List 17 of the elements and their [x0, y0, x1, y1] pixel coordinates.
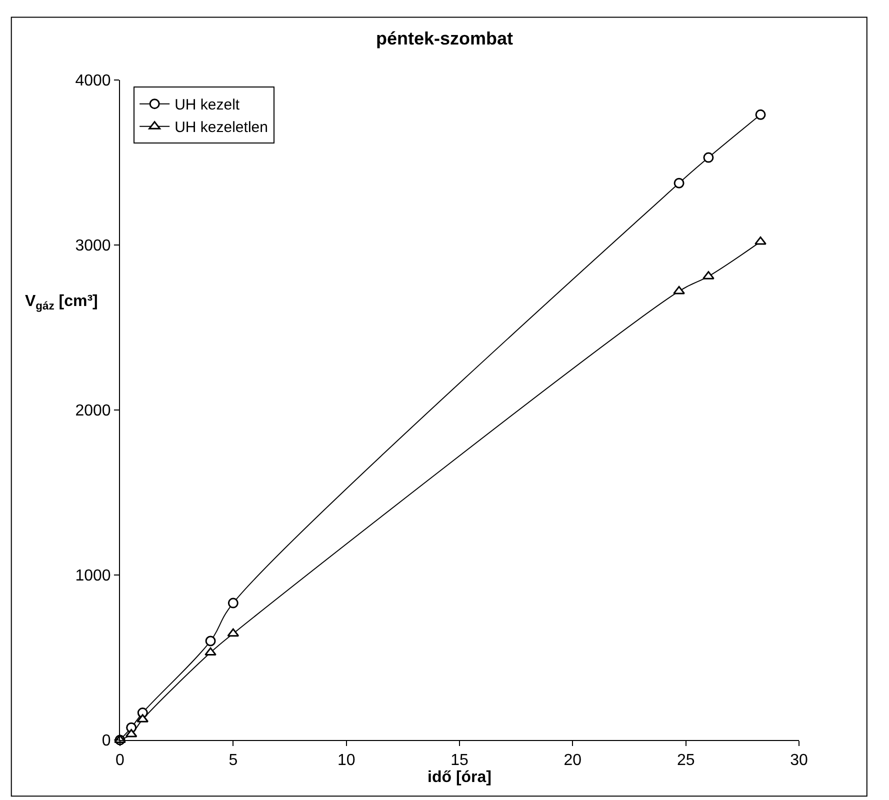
- chart-title: péntek-szombat: [376, 28, 514, 49]
- y-tick-label: 4000: [75, 72, 111, 90]
- x-tick-label: 15: [450, 752, 468, 770]
- x-tick-label: 25: [676, 752, 695, 770]
- x-tick-label: 0: [116, 752, 125, 770]
- y-tick-label: 0: [102, 732, 111, 750]
- legend-label: UH kezelt: [174, 96, 240, 114]
- y-tick-label: 3000: [75, 238, 111, 255]
- y-tick-label: 2000: [75, 402, 111, 420]
- y-axis-title: V$_{gáz}$ [cm³]: [25, 293, 98, 312]
- x-axis-title: idő [óra]: [428, 769, 492, 786]
- y-tick-label: 1000: [75, 568, 111, 585]
- x-tick-label: 30: [790, 752, 808, 770]
- x-tick-label: 10: [337, 752, 356, 770]
- x-tick-label: 20: [564, 752, 582, 770]
- x-tick-label: 5: [228, 752, 238, 770]
- legend-label: UH kezeletlen: [174, 119, 268, 136]
